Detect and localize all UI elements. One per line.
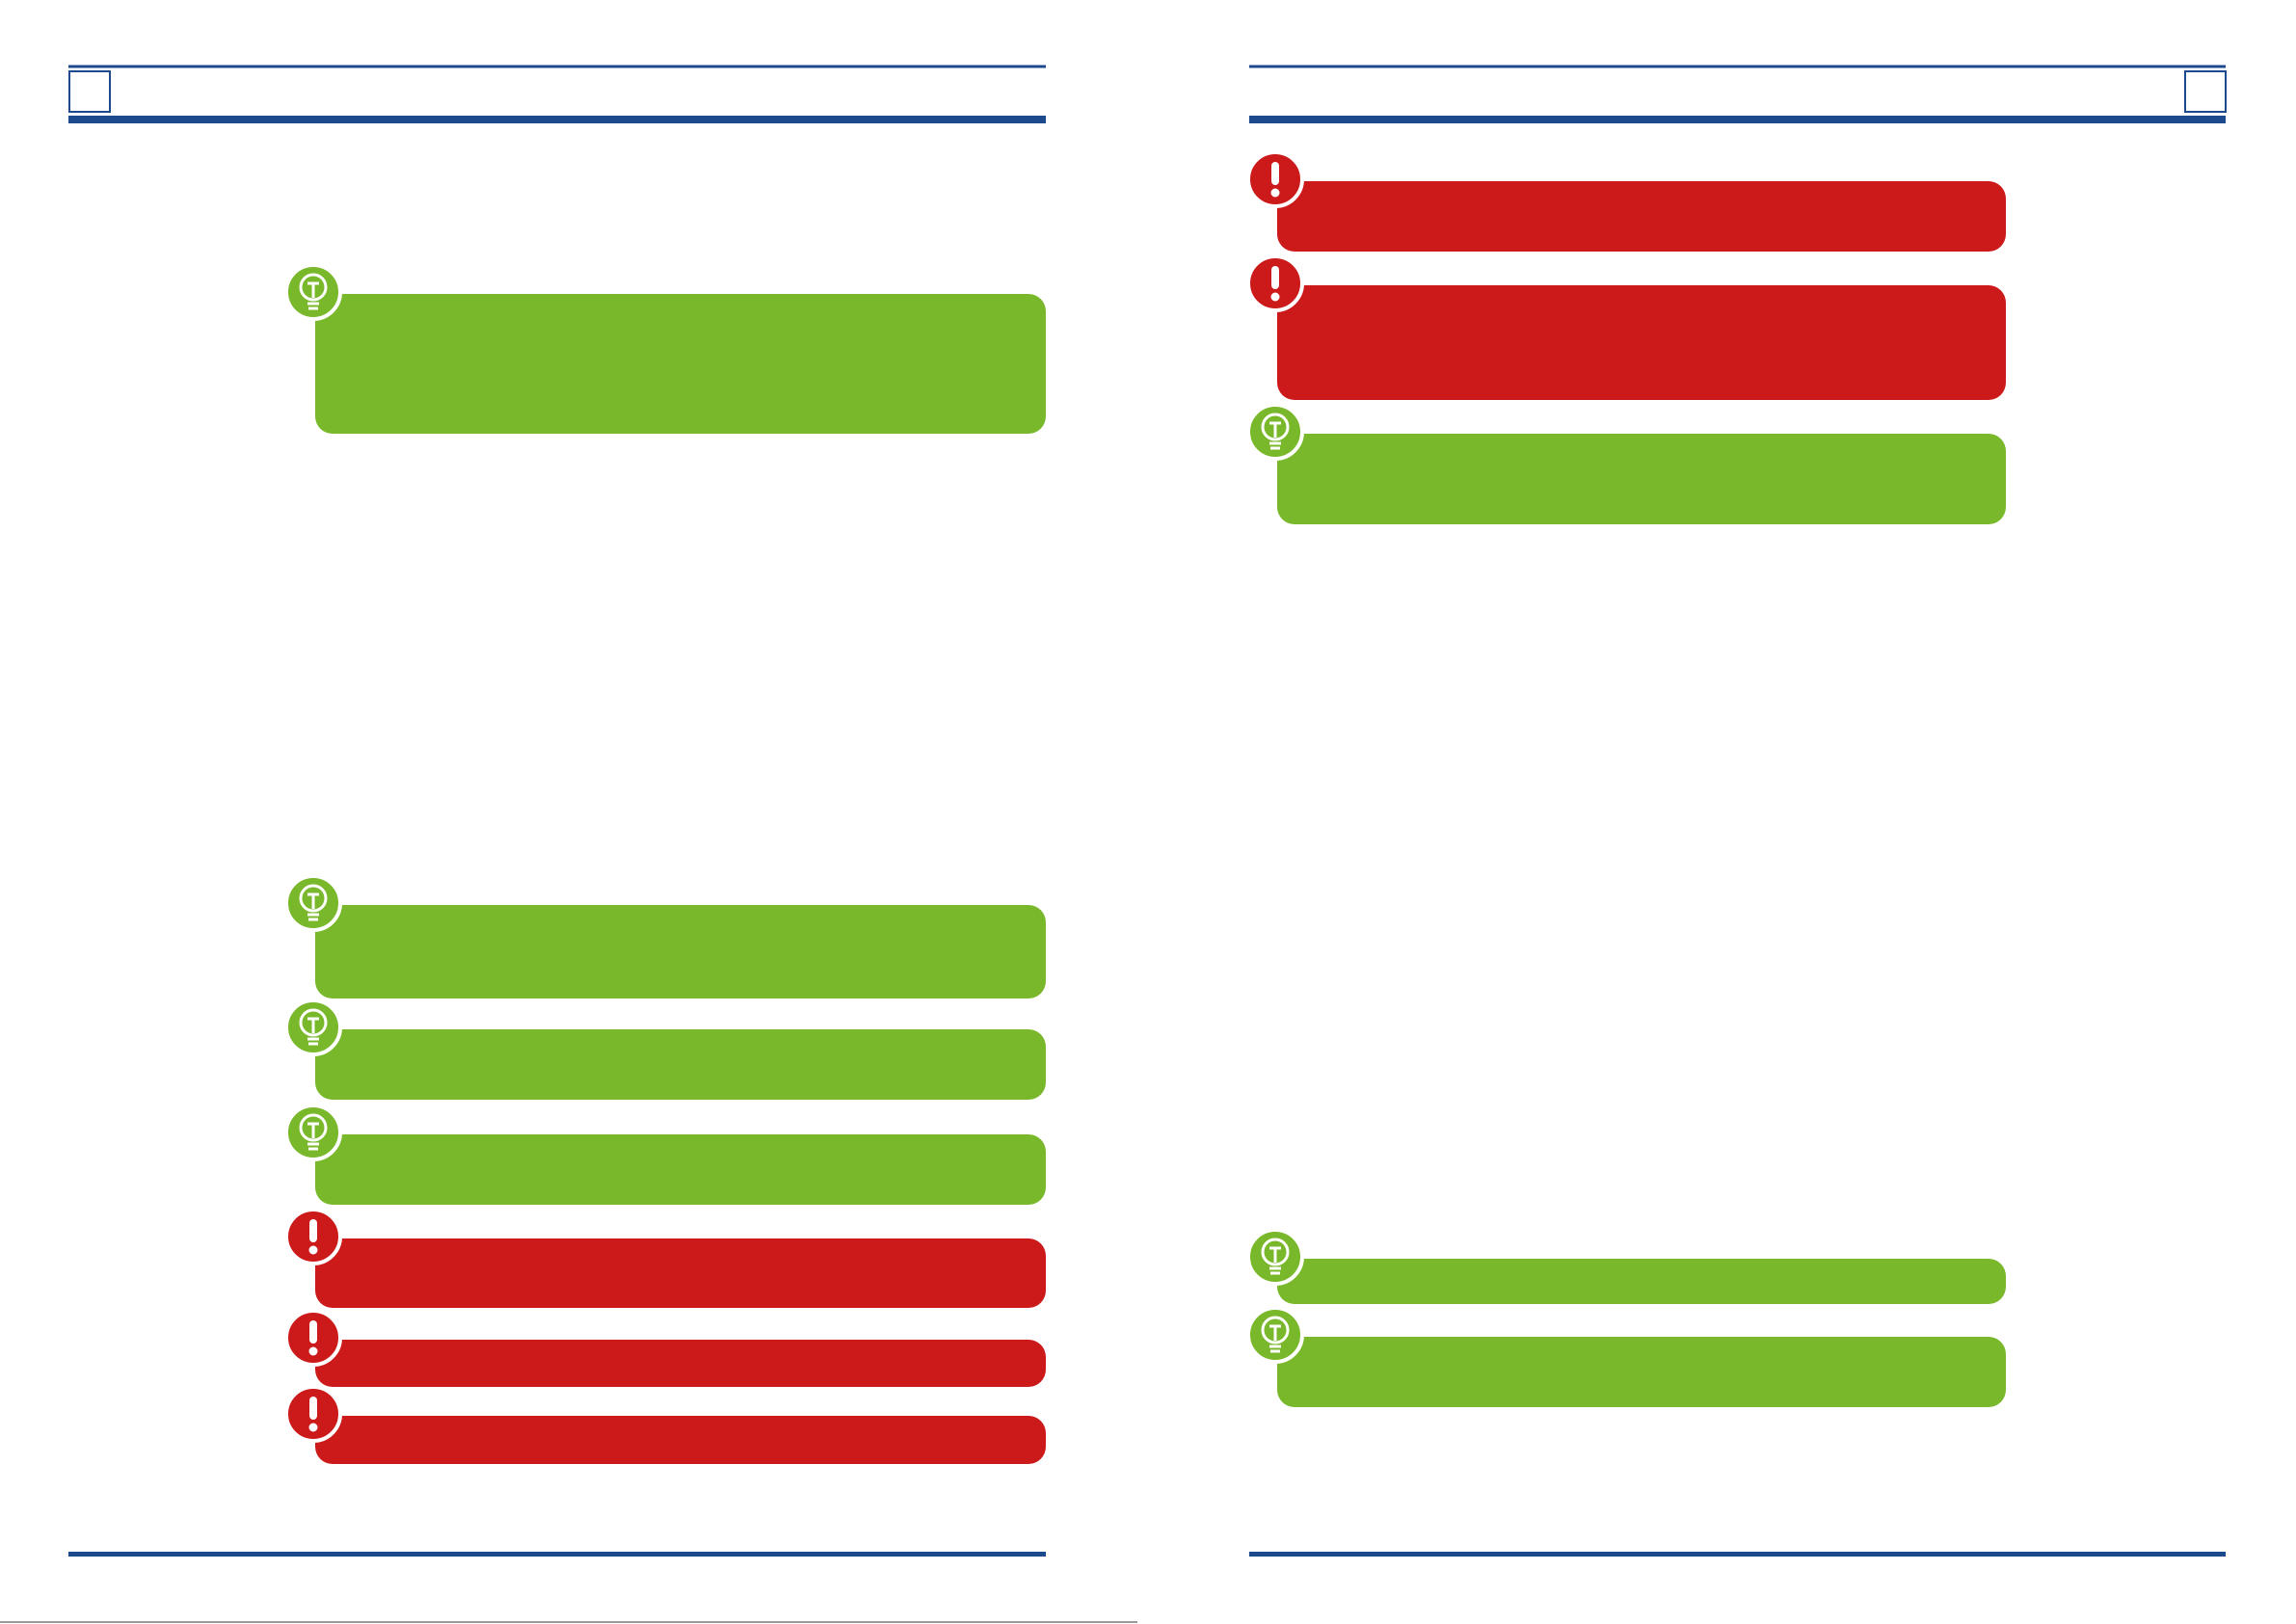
exclamation-bar — [309, 1397, 317, 1420]
bulb — [1261, 1238, 1290, 1266]
tip-callout — [1246, 403, 2006, 524]
exclamation-bar — [309, 1219, 317, 1242]
bulb — [299, 884, 328, 913]
footer-rule — [68, 1552, 1046, 1557]
header-bar — [1249, 116, 2226, 123]
callout-box — [315, 1029, 1046, 1100]
callout-box — [315, 294, 1046, 434]
tip-callout — [1246, 1306, 2006, 1407]
bulb-filament — [1269, 1246, 1281, 1263]
callout-box — [315, 1340, 1046, 1387]
exclamation-dot — [308, 1346, 318, 1356]
warning-callout — [1246, 150, 2006, 252]
warning-callout — [284, 1208, 1046, 1308]
warning-callout — [1246, 254, 2006, 400]
callout-box — [1277, 434, 2006, 524]
exclamation-bar — [1271, 266, 1279, 289]
callout-box — [315, 1238, 1046, 1308]
callout-box — [1277, 285, 2006, 400]
warning-callout — [284, 1385, 1046, 1464]
bulb-base — [1269, 441, 1281, 450]
bulb — [299, 1008, 328, 1037]
callout-box — [1277, 1337, 2006, 1407]
tip-callout — [284, 263, 1046, 434]
exclamation-dot — [1270, 188, 1280, 198]
bulb-filament — [307, 892, 319, 909]
page-number-box — [68, 70, 111, 113]
header-bar — [68, 116, 1046, 123]
bulb-filament — [307, 281, 319, 298]
bulb — [1261, 1316, 1290, 1344]
exclamation-bar — [1271, 162, 1279, 185]
page-number-box — [2184, 70, 2227, 113]
bulb — [299, 1113, 328, 1142]
callout-box — [315, 1416, 1046, 1464]
callout-box — [315, 905, 1046, 998]
bulb-base — [1269, 1344, 1281, 1353]
bulb-filament — [307, 1122, 319, 1138]
callouts — [284, 150, 2006, 1464]
tip-callout — [284, 998, 1046, 1100]
callout-box — [1277, 181, 2006, 252]
exclamation-bar — [309, 1320, 317, 1344]
bulb-base — [307, 1037, 319, 1046]
exclamation-dot — [308, 1245, 318, 1255]
callout-box — [1277, 1259, 2006, 1304]
bulb-base — [1269, 1266, 1281, 1275]
bulb-base — [307, 1142, 319, 1151]
bulb-base — [307, 913, 319, 921]
bulb-filament — [1269, 1324, 1281, 1341]
exclamation-dot — [308, 1423, 318, 1432]
bulb-filament — [307, 1017, 319, 1033]
callout-box — [315, 1134, 1046, 1205]
tip-callout — [1246, 1228, 2006, 1304]
bulb-base — [307, 302, 319, 310]
tip-callout — [284, 1104, 1046, 1205]
bulb — [299, 273, 328, 302]
bulb-filament — [1269, 421, 1281, 438]
bulb — [1261, 413, 1290, 441]
warning-callout — [284, 1309, 1046, 1387]
footer-rule — [1249, 1552, 2226, 1557]
tip-callout — [284, 874, 1046, 998]
exclamation-dot — [1270, 292, 1280, 302]
